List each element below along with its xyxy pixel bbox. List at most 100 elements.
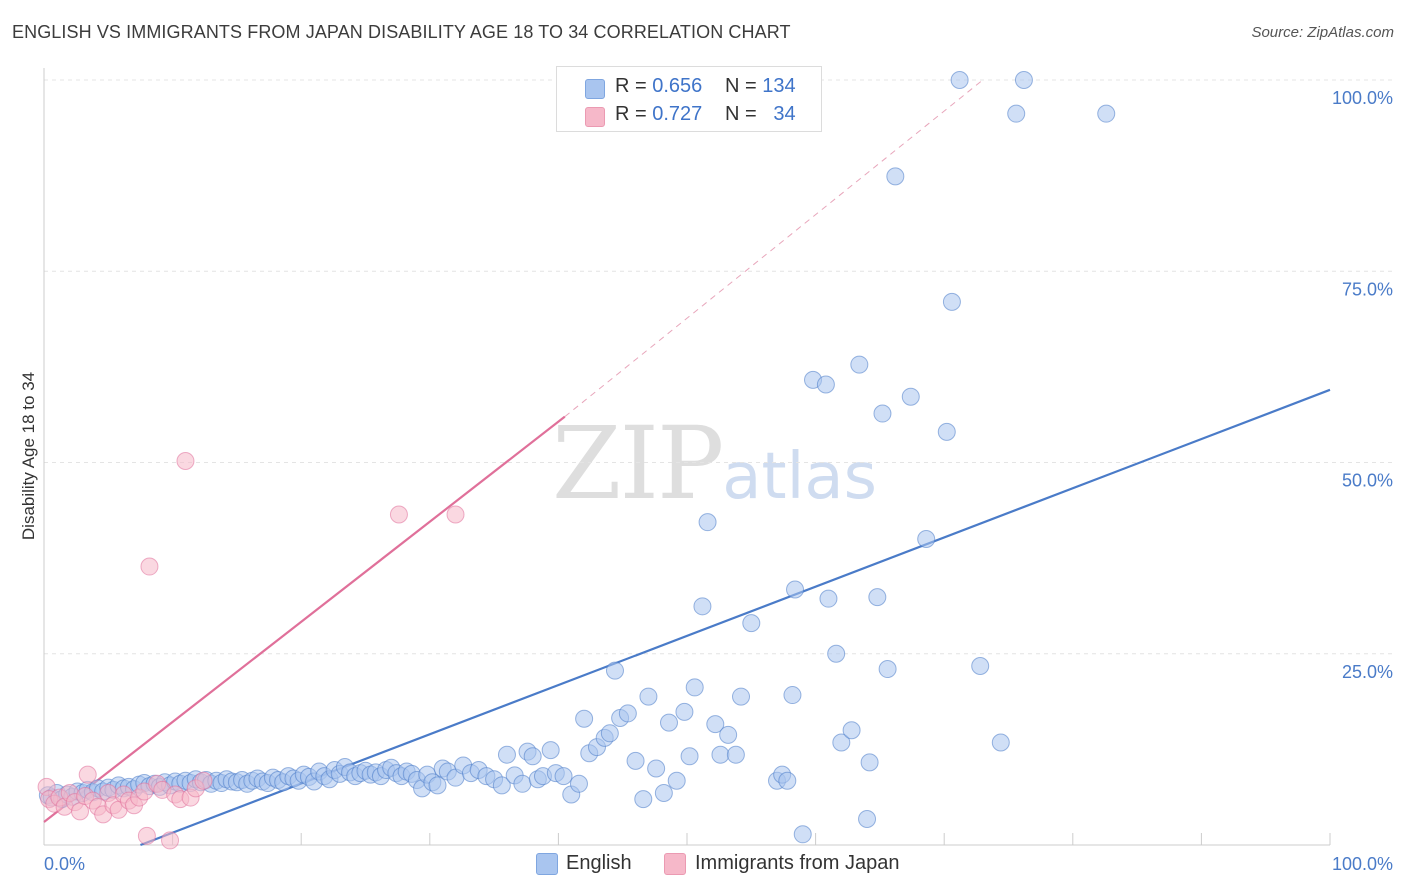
legend-n-label: N = <box>725 75 757 97</box>
data-point <box>917 530 936 548</box>
data-point <box>569 774 588 793</box>
axis-labels: 25.0% 50.0% 75.0% 100.0% 0.0% 100.0% Disabilit… <box>19 88 1393 874</box>
data-point <box>732 687 751 706</box>
data-point <box>698 513 717 532</box>
data-point <box>816 375 835 394</box>
data-point <box>176 451 195 470</box>
legend-r-label: R = <box>615 103 647 125</box>
data-point <box>778 771 797 790</box>
data-point <box>1097 104 1116 123</box>
y-tick-label: 50.0% <box>1342 471 1393 491</box>
data-point <box>726 745 745 764</box>
y-tick-label: 75.0% <box>1342 279 1393 299</box>
legend-r-label: R = <box>615 75 647 97</box>
legend-r-english: R = 0.656 <box>615 75 702 98</box>
legend-n-japan: N = 34 <box>725 103 796 126</box>
data-point <box>827 644 846 663</box>
bottom-legend: English Immigrants from Japan <box>0 850 1406 880</box>
data-point <box>626 751 645 770</box>
legend-n-label: N = <box>725 103 757 125</box>
data-point <box>819 589 838 608</box>
chart-source: Source: ZipAtlas.com <box>1251 24 1394 41</box>
watermark: ZIPatlas <box>552 405 877 522</box>
data-point <box>513 774 532 793</box>
data-point <box>858 809 877 828</box>
data-point <box>654 783 673 802</box>
data-point <box>634 790 653 809</box>
bottom-legend-label-english: English <box>566 852 632 874</box>
y-tick-label: 100.0% <box>1332 88 1393 108</box>
stats-legend: R = 0.656 N = 134 R = 0.727 N = 34 <box>556 66 822 132</box>
data-point <box>137 826 156 845</box>
data-point <box>554 767 573 786</box>
data-point <box>832 733 851 752</box>
data-point <box>842 721 861 740</box>
y-axis-label: Disability Age 18 to 34 <box>19 372 38 540</box>
data-point <box>497 745 516 764</box>
data-point <box>1014 71 1033 89</box>
data-point <box>685 678 704 697</box>
data-point <box>886 167 905 186</box>
data-point <box>667 771 686 790</box>
data-point <box>873 404 892 423</box>
legend-swatch-japan <box>585 107 605 127</box>
data-points <box>37 71 1116 850</box>
y-tick-label: 25.0% <box>1342 662 1393 682</box>
data-point <box>706 715 725 734</box>
data-point <box>786 580 805 599</box>
watermark-zip: ZIP <box>552 405 724 522</box>
data-point <box>575 709 594 728</box>
data-point <box>618 704 637 723</box>
data-point <box>541 741 560 760</box>
trend-line-extension <box>564 79 984 417</box>
data-point <box>639 687 658 706</box>
data-point <box>878 660 897 679</box>
data-point <box>675 702 694 721</box>
data-point <box>428 776 447 795</box>
data-point <box>937 422 956 441</box>
grid-lines <box>44 79 1392 655</box>
trend-line <box>43 415 566 823</box>
data-point <box>950 71 969 89</box>
data-point <box>719 725 738 744</box>
legend-n-value: 34 <box>773 103 796 125</box>
legend-n-value: 134 <box>762 75 796 97</box>
data-point <box>693 597 712 616</box>
data-point <box>600 724 619 743</box>
data-point <box>659 713 678 732</box>
data-point <box>194 771 213 790</box>
data-point <box>850 355 869 374</box>
axes <box>43 68 1331 846</box>
data-point <box>446 505 465 524</box>
data-point <box>971 656 990 675</box>
legend-n-english: N = 134 <box>725 75 796 98</box>
chart-title: ENGLISH VS IMMIGRANTS FROM JAPAN DISABIL… <box>12 22 791 42</box>
watermark-atlas: atlas <box>722 440 877 514</box>
data-point <box>647 759 666 778</box>
bottom-legend-swatch-japan <box>664 853 686 875</box>
bottom-legend-swatch-english <box>536 853 558 875</box>
data-point <box>523 747 542 766</box>
legend-row-english: R = 0.656 N = 134 <box>557 73 821 101</box>
data-point <box>605 661 624 680</box>
series-japan <box>37 451 465 850</box>
series-english <box>38 71 1116 844</box>
data-point <box>711 745 730 764</box>
x-tick-label: 0.0% <box>44 854 85 874</box>
data-point <box>793 825 812 844</box>
data-point <box>942 292 961 311</box>
data-point <box>742 614 761 633</box>
data-point <box>492 776 511 795</box>
data-point <box>78 765 97 784</box>
x-tick-label: 100.0% <box>1332 854 1393 874</box>
legend-swatch-english <box>585 79 605 99</box>
data-point <box>991 733 1010 752</box>
data-point <box>860 753 879 772</box>
data-point <box>140 557 159 576</box>
data-point <box>783 686 802 705</box>
data-point <box>1007 104 1026 123</box>
data-point <box>389 505 408 524</box>
legend-row-japan: R = 0.727 N = 34 <box>557 101 821 129</box>
data-point <box>868 588 887 607</box>
